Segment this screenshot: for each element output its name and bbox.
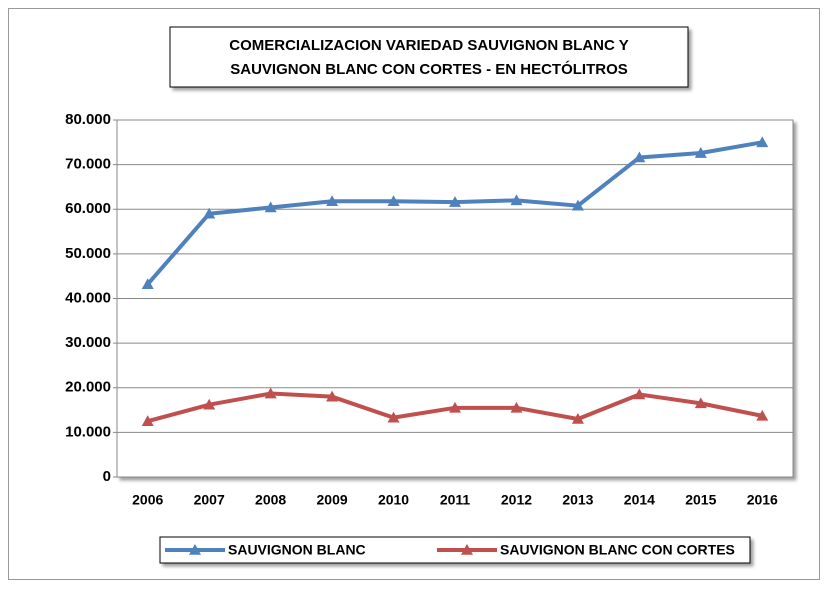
marker [326,195,339,207]
x-tick-label: 2006 [132,492,163,508]
marker [633,151,646,163]
marker [326,390,339,402]
marker [264,387,277,399]
marker [756,409,769,421]
x-tick-label: 2011 [440,492,471,508]
legend-marker [189,544,201,555]
marker [387,195,400,207]
legend-label: SAUVIGNON BLANC [228,542,366,558]
y-tick-label: 40.000 [65,289,111,306]
marker [203,398,216,410]
marker [571,199,584,211]
legend-marker [461,544,473,555]
y-tick-label: 80.000 [65,111,111,128]
marker [694,147,707,158]
y-tick-label: 60.000 [65,200,111,217]
y-tick-label: 10.000 [65,423,111,440]
chart-title: SAUVIGNON BLANC CON CORTES - EN HECTÓLIT… [230,60,628,78]
x-tick-label: 2016 [747,492,778,508]
x-tick-label: 2015 [685,492,716,508]
marker [510,401,523,413]
marker [449,401,461,413]
marker [203,207,216,219]
x-tick-label: 2007 [194,492,225,508]
y-tick-label: 0 [103,468,111,485]
x-tick-label: 2012 [501,492,532,508]
marker [510,194,523,206]
marker [756,136,769,148]
marker [694,397,707,409]
y-tick-label: 70.000 [65,156,111,173]
y-tick-label: 50.000 [65,245,111,262]
title-box [169,26,689,88]
marker [449,196,461,207]
x-tick-label: 2013 [562,492,593,508]
y-tick-label: 30.000 [65,334,111,351]
legend-label: SAUVIGNON BLANC CON CORTES [500,542,735,558]
x-tick-label: 2008 [255,492,286,508]
x-tick-label: 2009 [317,492,348,508]
marker [633,388,646,400]
chart-title: COMERCIALIZACION VARIEDAD SAUVIGNON BLAN… [229,37,628,54]
marker [387,411,400,423]
marker [141,415,154,427]
marker [141,278,154,290]
x-tick-label: 2010 [378,492,409,508]
y-tick-label: 20.000 [65,379,111,396]
marker [571,412,584,424]
marker [264,201,277,213]
x-tick-label: 2014 [624,492,655,508]
